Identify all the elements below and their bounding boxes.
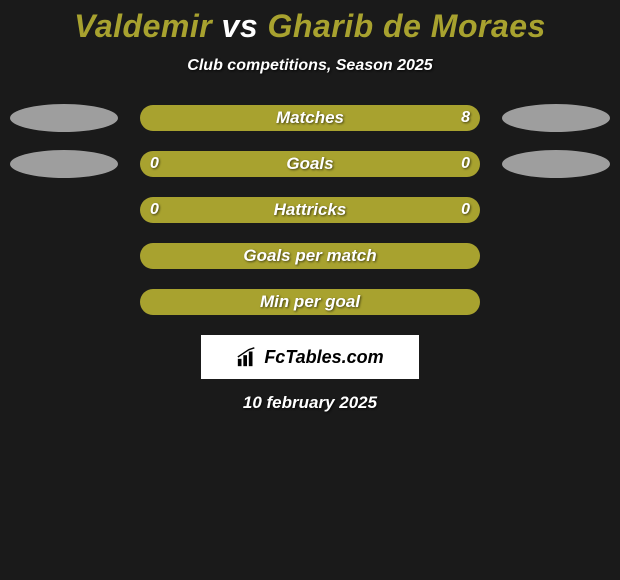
logo-text: FcTables.com (264, 347, 383, 368)
stat-right-value: 0 (461, 201, 470, 219)
stat-left-value: 0 (150, 155, 159, 173)
stat-right-value: 8 (461, 109, 470, 127)
stat-row-min-per-goal: Min per goal (0, 289, 620, 315)
stat-bar: Matches 8 (140, 105, 480, 131)
comparison-title: Valdemir vs Gharib de Moraes (0, 8, 620, 45)
stat-label: Matches (276, 108, 344, 128)
stats-rows: Matches 8 0 Goals 0 0 Hattricks 0 (0, 105, 620, 315)
date-label: 10 february 2025 (0, 393, 620, 413)
stat-bar: Min per goal (140, 289, 480, 315)
infographic-container: Valdemir vs Gharib de Moraes Club compet… (0, 0, 620, 413)
vs-separator: vs (222, 8, 259, 44)
attribution-logo: FcTables.com (201, 335, 419, 379)
stat-bar: 0 Hattricks 0 (140, 197, 480, 223)
stat-row-matches: Matches 8 (0, 105, 620, 131)
stat-right-value: 0 (461, 155, 470, 173)
right-marker-ellipse (502, 104, 610, 132)
stat-label: Hattricks (274, 200, 347, 220)
stat-label: Goals per match (243, 246, 376, 266)
player2-name: Gharib de Moraes (268, 8, 546, 44)
stat-label: Goals (286, 154, 333, 174)
stat-row-goals: 0 Goals 0 (0, 151, 620, 177)
stat-row-goals-per-match: Goals per match (0, 243, 620, 269)
subtitle: Club competitions, Season 2025 (0, 57, 620, 75)
stat-bar: 0 Goals 0 (140, 151, 480, 177)
stat-bar: Goals per match (140, 243, 480, 269)
stat-row-hattricks: 0 Hattricks 0 (0, 197, 620, 223)
bar-chart-icon (236, 347, 258, 367)
stat-left-value: 0 (150, 201, 159, 219)
right-marker-ellipse (502, 150, 610, 178)
player1-name: Valdemir (74, 8, 212, 44)
left-marker-ellipse (10, 104, 118, 132)
left-marker-ellipse (10, 150, 118, 178)
stat-label: Min per goal (260, 292, 360, 312)
